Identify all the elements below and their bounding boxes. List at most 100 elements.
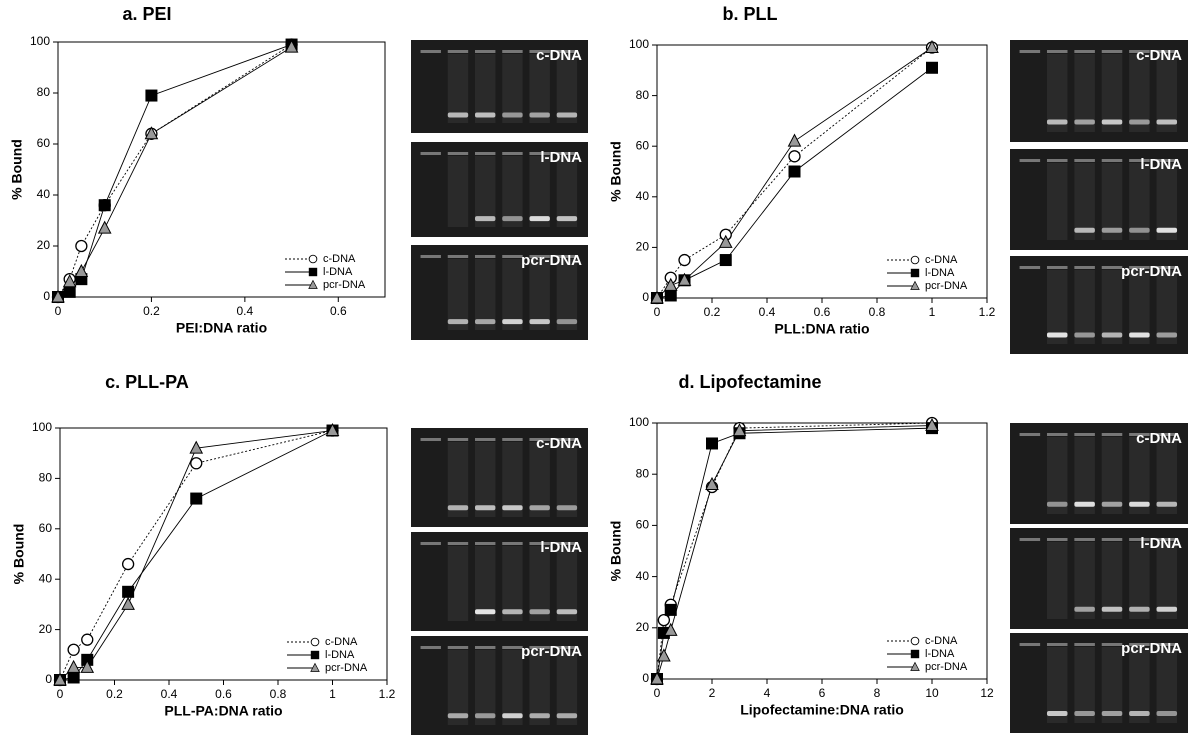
gel-band: [1129, 501, 1150, 507]
gel-lane: [1129, 163, 1150, 240]
gel-lane: [502, 650, 523, 725]
data-point: [144, 126, 159, 140]
data-point: [663, 277, 678, 291]
gel-well: [1129, 266, 1150, 269]
gel-lane: [502, 259, 523, 330]
data-point: [145, 89, 158, 102]
gel-well: [556, 255, 578, 258]
gel-band: [1074, 711, 1095, 716]
gel-lane: [556, 546, 578, 621]
gel-well: [1156, 643, 1178, 646]
gel-label: pcr-DNA: [521, 643, 582, 660]
x-tick-label: 0: [57, 687, 64, 701]
legend-marker: [310, 637, 320, 647]
data-point: [732, 423, 747, 437]
gel-band: [1074, 119, 1095, 125]
gel-band: [556, 609, 578, 615]
y-tick-label: 100: [30, 34, 50, 48]
gel-well: [474, 255, 496, 258]
x-tick-label: 1: [329, 687, 336, 701]
gel-well: [1046, 50, 1068, 53]
gel-band: [1129, 711, 1150, 716]
x-tick-label: 0: [654, 686, 661, 700]
gel-lane: [1156, 437, 1178, 514]
gel-label: pcr-DNA: [1121, 640, 1182, 657]
gel-lane: [502, 546, 523, 621]
gel-band: [1101, 606, 1123, 612]
gel-band: [529, 216, 550, 222]
y-tick-label: 40: [636, 189, 650, 203]
y-tick-label: 0: [45, 672, 52, 686]
gel-band: [1074, 501, 1095, 507]
x-tick-label: 10: [925, 686, 939, 700]
gel-lane: [1046, 542, 1068, 619]
gel-lane: [1074, 437, 1095, 514]
gel-band: [474, 112, 496, 118]
gel-lane: [474, 156, 496, 227]
y-tick-label: 20: [37, 238, 51, 252]
gel-well: [1019, 643, 1041, 646]
gel-band: [529, 112, 550, 118]
gel-well: [1019, 433, 1041, 436]
legend-label: pcr-DNA: [925, 280, 968, 292]
gel-well: [529, 50, 550, 53]
gel-well: [1019, 538, 1041, 541]
gel-lane: [556, 650, 578, 725]
legend-marker: [308, 254, 318, 264]
gel-label: c-DNA: [1136, 47, 1182, 64]
gel-well: [1101, 159, 1123, 162]
y-tick-label: 80: [636, 88, 650, 102]
data-point: [81, 633, 94, 646]
gel-lane: [447, 546, 469, 621]
gel-band: [1129, 119, 1150, 125]
gel-label: pcr-DNA: [521, 252, 582, 269]
gel-band: [1101, 711, 1123, 716]
y-tick-label: 20: [39, 622, 53, 636]
data-point: [122, 585, 135, 598]
data-point: [284, 39, 299, 53]
data-point: [650, 290, 664, 304]
gel-well: [474, 438, 496, 441]
gel-band: [1156, 227, 1178, 233]
gel-lane: [1074, 270, 1095, 344]
gel-band: [1156, 332, 1178, 338]
legend-label: c-DNA: [925, 254, 958, 266]
gel-band: [1156, 606, 1178, 612]
x-tick-label: 0.2: [106, 687, 123, 701]
gel-band: [502, 112, 523, 118]
data-point: [75, 239, 88, 253]
gel-well: [474, 152, 496, 155]
data-point: [664, 289, 677, 302]
gel-lane: [1046, 647, 1068, 723]
gel-band: [447, 713, 469, 719]
gel-lane: [556, 259, 578, 330]
chart-title: a. PEI: [122, 4, 171, 24]
chart-title: b. PLL: [723, 4, 778, 24]
gel-well: [420, 542, 441, 545]
legend-label: c-DNA: [323, 253, 356, 265]
y-tick-label: 0: [642, 290, 649, 304]
gel-lane: [529, 546, 550, 621]
gel-well: [529, 646, 550, 649]
gel-lane: [502, 156, 523, 227]
gel-well: [1101, 266, 1123, 269]
gel-band: [1074, 606, 1095, 612]
gel-band: [1156, 711, 1178, 716]
gel-lane: [1101, 163, 1123, 240]
gel-band: [1046, 711, 1068, 716]
gel-lane: [1101, 542, 1123, 619]
gel-lane: [447, 259, 469, 330]
data-point: [705, 476, 719, 490]
gel-well: [529, 152, 550, 155]
gel-well: [1074, 50, 1095, 53]
y-tick-label: 20: [636, 620, 650, 634]
gel-well: [1046, 433, 1068, 436]
gel-well: [529, 438, 550, 441]
gel-well: [1074, 266, 1095, 269]
data-point: [51, 289, 65, 303]
gel-lane: [1129, 542, 1150, 619]
y-tick-label: 40: [37, 187, 51, 201]
gel-well: [529, 542, 550, 545]
gel-well: [1074, 538, 1095, 541]
gel-band: [1046, 501, 1068, 507]
